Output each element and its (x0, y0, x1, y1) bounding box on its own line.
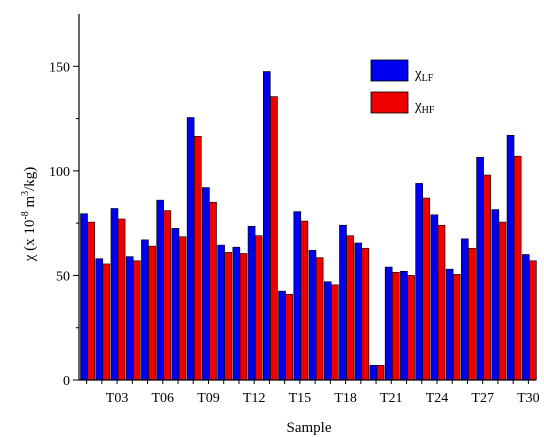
x-tick-label-t21: T21 (380, 391, 403, 406)
y-axis-title-exp1: -8 (20, 211, 31, 219)
ticks-group: 0 50 100 150 T03 T06 T09 T12 T15 T18 T21 T24 T27 T30 (49, 60, 540, 406)
bars-group (80, 71, 537, 381)
bar-lf-t09 (202, 187, 210, 381)
bar-hf-t16 (315, 257, 324, 381)
bar-hf-t28 (498, 221, 507, 381)
legend: χLF χHF (370, 59, 435, 116)
bar-lf-t14 (278, 290, 286, 381)
bar-hf-t13 (270, 96, 278, 381)
legend-swatch-hf (370, 91, 409, 114)
bar-hf-t04 (133, 260, 141, 381)
x-tick-label-t03: T03 (106, 391, 129, 406)
bar-hf-t11 (239, 253, 248, 381)
y-axis-title: χ (x 10-8 m3/kg) (20, 167, 38, 263)
bar-hf-t26 (468, 247, 476, 381)
bar-hf-t03 (117, 218, 126, 381)
y-axis-title-tail: /kg) (22, 167, 38, 191)
bar-hf-t02 (102, 263, 111, 381)
bar-hf-t12 (254, 235, 263, 381)
bar-hf-t07 (178, 236, 187, 381)
bar-hf-t18 (346, 235, 354, 381)
bar-lf-t28 (491, 209, 500, 381)
y-axis-title-mid: m (22, 196, 38, 212)
bar-hf-t21 (391, 271, 400, 381)
y-tick-label-0: 0 (63, 374, 70, 389)
x-tick-label-t30: T30 (517, 391, 540, 406)
bar-hf-t10 (224, 252, 233, 381)
bar-lf-t27 (476, 156, 484, 381)
bar-lf-t11 (232, 246, 241, 381)
bar-lf-t25 (445, 268, 454, 381)
bar-lf-t06 (156, 199, 164, 381)
bar-lf-t02 (95, 258, 104, 381)
bar-hf-t29 (513, 155, 522, 381)
bar-lf-t15 (293, 211, 302, 381)
legend-label-hf-sub: HF (422, 105, 435, 116)
y-tick-label-50: 50 (56, 269, 70, 284)
x-axis-title: Sample (287, 420, 332, 436)
bar-lf-t26 (461, 238, 469, 381)
bar-hf-t01 (87, 221, 95, 381)
bar-lf-t20 (369, 365, 378, 381)
y-axis-title-main: χ (x 10 (22, 220, 38, 263)
bar-lf-t08 (186, 117, 195, 381)
bar-lf-t16 (308, 250, 317, 381)
bar-hf-t30 (529, 260, 537, 381)
legend-label-lf: χLF (414, 66, 434, 84)
bar-hf-t22 (407, 275, 415, 381)
bar-lf-t01 (80, 213, 88, 381)
bar-lf-t07 (171, 228, 180, 381)
bar-lf-t30 (521, 254, 530, 381)
legend-label-lf-sub: LF (422, 73, 434, 84)
bar-hf-t05 (148, 245, 156, 381)
bar-lf-t21 (384, 266, 393, 381)
bar-hf-t19 (361, 247, 370, 381)
bar-hf-t09 (209, 201, 217, 381)
x-tick-label-t18: T18 (334, 391, 357, 406)
bar-hf-t08 (193, 136, 202, 381)
bar-lf-t10 (217, 244, 225, 381)
axes-group (78, 14, 536, 381)
x-tick-label-t15: T15 (289, 391, 312, 406)
bar-lf-t18 (339, 224, 347, 381)
bar-hf-t14 (285, 293, 293, 381)
x-tick-label-t09: T09 (197, 391, 220, 406)
x-tick-label-t24: T24 (426, 391, 449, 406)
x-tick-label-t12: T12 (243, 391, 266, 406)
bar-lf-t05 (141, 239, 149, 381)
x-tick-label-t06: T06 (152, 391, 175, 406)
y-tick-label-100: 100 (49, 165, 70, 180)
bar-hf-t27 (483, 174, 491, 381)
bar-lf-t19 (354, 242, 363, 381)
legend-swatch-lf (370, 59, 409, 82)
bar-hf-t20 (376, 365, 385, 381)
bar-hf-t24 (437, 224, 446, 381)
bar-hf-t25 (452, 274, 461, 381)
bar-lf-t03 (110, 208, 119, 381)
legend-label-hf: χHF (414, 98, 435, 116)
bar-hf-t23 (422, 197, 431, 381)
y-axis-title-exp2: 3 (20, 191, 31, 196)
bar-hf-t15 (300, 220, 309, 381)
x-tick-label-t27: T27 (471, 391, 494, 406)
bar-lf-t24 (430, 214, 439, 381)
bar-hf-t06 (163, 210, 172, 381)
bar-lf-t29 (506, 135, 515, 381)
bar-hf-t17 (331, 284, 339, 381)
bar-lf-t04 (125, 256, 134, 381)
bar-lf-t23 (415, 183, 423, 381)
legend-label-lf-main: χ (414, 66, 422, 82)
bar-lf-t17 (323, 281, 332, 381)
bar-lf-t22 (400, 270, 408, 381)
legend-label-hf-main: χ (414, 98, 422, 114)
bar-lf-t13 (262, 71, 271, 381)
y-tick-label-150: 150 (49, 60, 70, 75)
bar-lf-t12 (247, 225, 256, 381)
